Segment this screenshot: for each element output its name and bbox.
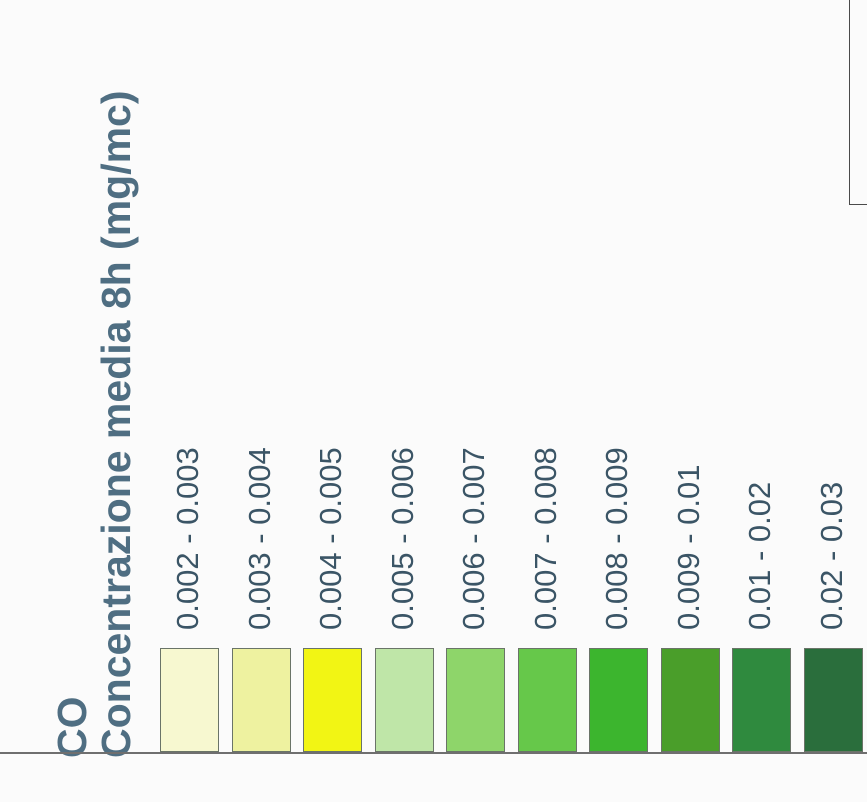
pollutant-title: CO (49, 696, 95, 759)
legend-swatch (374, 648, 434, 752)
legend-range-label: 0.002 - 0.003 (170, 447, 205, 630)
legend-range-label: 0.003 - 0.004 (241, 447, 277, 630)
legend-range-label: 0.009 - 0.01 (670, 464, 706, 630)
map-frame-edge (849, 0, 867, 205)
legend-range-label: 0.007 - 0.008 (527, 447, 563, 630)
legend-swatch (803, 648, 863, 752)
legend-swatch (446, 648, 505, 752)
legend-range-label: 0.01 - 0.02 (742, 481, 777, 630)
legend-swatch (303, 648, 362, 752)
legend-swatch (231, 648, 291, 752)
legend-swatch (160, 648, 219, 752)
legend-range-label: 0.008 - 0.009 (599, 447, 634, 630)
legend-range-label: 0.006 - 0.007 (456, 447, 491, 630)
legend-swatch (517, 648, 577, 752)
legend-range-label: 0.02 - 0.03 (813, 481, 849, 630)
legend-swatch (589, 648, 648, 752)
legend-swatch (660, 648, 720, 752)
legend-swatch (732, 648, 791, 752)
legend-title: Concentrazione media 8h (mg/mc) (93, 90, 139, 758)
baseline-rule (0, 752, 867, 754)
legend-range-label: 0.004 - 0.005 (313, 447, 348, 630)
legend-range-label: 0.005 - 0.006 (384, 447, 420, 630)
